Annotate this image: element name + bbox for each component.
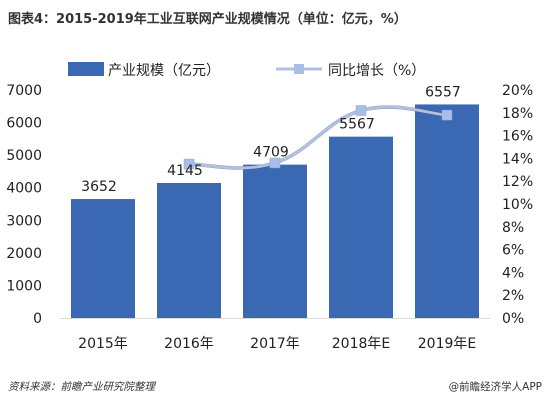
line-marker — [355, 105, 367, 116]
y-right-tick-label: 18% — [502, 106, 533, 122]
bar-series — [71, 104, 479, 319]
brand-watermark: @前瞻经济学人APP — [448, 381, 542, 393]
bar-data-label: 6557 — [425, 84, 461, 100]
bar — [415, 104, 479, 319]
legend-label-bar: 产业规模（亿元） — [108, 63, 220, 79]
legend-label-line: 同比增长（%） — [328, 63, 425, 79]
bar-data-label: 4145 — [167, 163, 203, 179]
y-left-tick-label: 0 — [33, 311, 42, 327]
growth-line — [188, 105, 448, 170]
y-axis-right: 0% 2% 4% 6% 8% 10% 12% 14% 16% 18% 20% — [502, 83, 533, 327]
y-left-tick-label: 7000 — [6, 83, 42, 99]
data-labels: 3652 4145 4709 5567 6557 — [81, 84, 461, 195]
bar-data-label: 5567 — [339, 117, 375, 133]
source-note: 资料来源：前瞻产业研究院整理 — [8, 381, 155, 393]
line-marker — [269, 157, 281, 169]
x-tick-label: 2016年 — [164, 336, 214, 352]
y-right-tick-label: 14% — [502, 151, 533, 167]
legend-swatch-bar — [68, 62, 104, 76]
y-axis-left: 0 1000 2000 3000 4000 5000 6000 7000 — [6, 83, 42, 327]
x-tick-label: 2017年 — [250, 336, 300, 352]
line-marker — [441, 109, 453, 121]
x-tick-label: 2015年 — [78, 336, 128, 352]
y-right-tick-label: 20% — [502, 83, 533, 99]
y-right-tick-label: 6% — [502, 243, 524, 259]
chart-title: 图表4：2015-2019年工业互联网产业规模情况（单位：亿元，%） — [8, 12, 407, 27]
bar — [71, 199, 135, 318]
y-right-tick-label: 2% — [502, 288, 524, 304]
y-right-tick-label: 16% — [502, 129, 533, 145]
y-left-tick-label: 5000 — [6, 148, 42, 164]
y-right-tick-label: 12% — [502, 174, 533, 190]
x-tick-label: 2019年E — [418, 336, 476, 352]
y-right-tick-label: 8% — [502, 220, 524, 236]
line-marker — [183, 158, 195, 170]
bar — [157, 182, 221, 318]
y-left-tick-label: 2000 — [6, 246, 42, 262]
line-series — [183, 105, 453, 170]
bar-data-label: 3652 — [81, 179, 117, 195]
y-right-tick-label: 10% — [502, 197, 533, 213]
legend: 产业规模（亿元） 同比增长（%） — [68, 62, 425, 79]
y-right-tick-label: 4% — [502, 265, 524, 281]
legend-swatch-marker — [294, 64, 304, 74]
bar — [243, 164, 307, 318]
x-axis: 2015年 2016年 2017年 2018年E 2019年E — [60, 318, 490, 352]
y-right-tick-label: 0% — [502, 311, 524, 327]
bar — [329, 136, 393, 318]
y-left-tick-label: 4000 — [6, 181, 42, 197]
bar-data-label: 4709 — [253, 145, 289, 161]
y-left-tick-label: 3000 — [6, 213, 42, 229]
y-left-tick-label: 1000 — [6, 278, 42, 294]
y-left-tick-label: 6000 — [6, 116, 42, 132]
x-tick-label: 2018年E — [332, 336, 390, 352]
